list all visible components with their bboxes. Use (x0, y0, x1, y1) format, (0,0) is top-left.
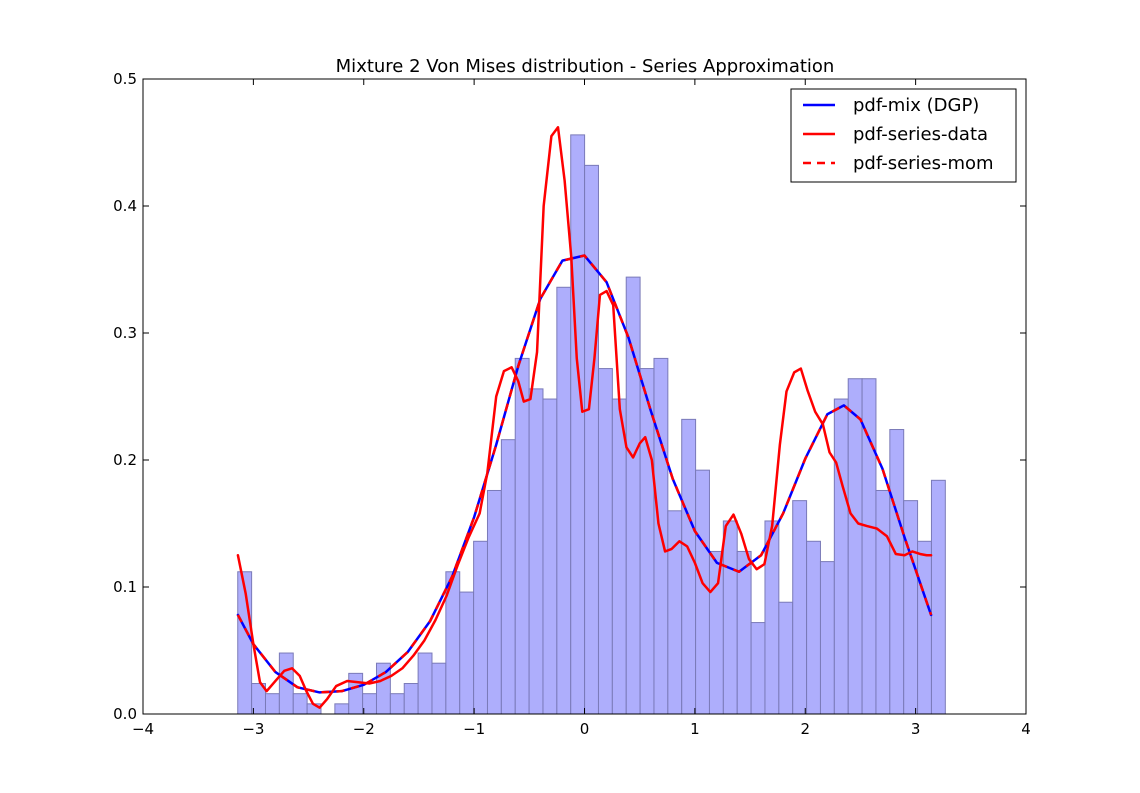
histogram-bar (778, 601, 794, 715)
histogram-bar (500, 439, 516, 715)
histogram-bars (237, 134, 946, 715)
histogram-bar (431, 662, 447, 715)
histogram-bar (847, 378, 863, 715)
histogram-bar (486, 489, 502, 715)
histogram-bar (833, 398, 849, 715)
x-tick-label: 0 (580, 720, 590, 738)
x-tick-label: −1 (463, 720, 485, 738)
histogram-bar (639, 368, 655, 715)
legend-label: pdf-mix (DGP) (853, 95, 979, 116)
histogram-bar (597, 368, 613, 715)
histogram-bar (930, 479, 946, 715)
y-axis: 0.0 0.1 0.2 0.3 0.4 0.5 (113, 70, 1026, 723)
histogram-bar (708, 550, 724, 715)
legend: pdf-mix (DGP) pdf-series-data pdf-series-m… (790, 88, 1017, 183)
histogram-bar (792, 500, 808, 715)
x-tick-label: 2 (800, 720, 810, 738)
y-tick-label: 0.1 (113, 578, 137, 596)
histogram-bar (334, 703, 350, 715)
histogram-bar (514, 357, 530, 715)
x-tick-label: 3 (911, 720, 921, 738)
histogram-bar (542, 398, 558, 715)
histogram-bar (556, 286, 572, 715)
histogram-bar (875, 489, 891, 715)
series-line-pdf-series-data (236, 126, 933, 709)
histogram-bar (819, 561, 835, 715)
y-tick-label: 0.0 (113, 705, 137, 723)
histogram-bar (362, 693, 377, 715)
histogram-bar (625, 276, 641, 715)
histogram-bar (889, 429, 905, 715)
histogram-bar (459, 591, 475, 715)
histogram-bar (917, 540, 932, 715)
histogram-bar (264, 693, 280, 715)
histogram-bar (611, 398, 627, 715)
x-tick-label: 4 (1021, 720, 1031, 738)
histogram-bar (750, 622, 766, 715)
histogram-bar (903, 500, 919, 715)
legend-label: pdf-series-mom (853, 153, 994, 174)
x-tick-label: −2 (353, 720, 375, 738)
histogram-bar (528, 388, 544, 715)
histogram-bar (292, 693, 308, 715)
x-tick-label: 1 (690, 720, 700, 738)
histogram-bar (348, 672, 364, 715)
histogram-bar (570, 134, 586, 715)
histogram-bar (722, 520, 738, 715)
histogram-bar (806, 540, 821, 715)
histogram-bar (417, 652, 433, 715)
histogram-bar (736, 550, 752, 715)
histogram-bar (584, 164, 599, 715)
histogram-bar (389, 693, 405, 715)
y-tick-label: 0.4 (113, 197, 137, 215)
legend-label: pdf-series-data (853, 124, 988, 145)
y-tick-label: 0.2 (113, 451, 137, 469)
histogram-bar (473, 540, 488, 715)
x-tick-label: −4 (132, 720, 154, 738)
y-tick-label: 0.5 (113, 70, 137, 88)
series-line-pdf-series-mom (236, 254, 933, 694)
y-tick-label: 0.3 (113, 324, 137, 342)
histogram-bar (681, 418, 697, 715)
histogram-bar (695, 469, 710, 715)
chart-title: Mixture 2 Von Mises distribution - Serie… (336, 56, 835, 77)
series-lines (236, 126, 933, 709)
x-axis: −4 −3 −2 −1 0 1 2 3 4 (132, 79, 1031, 738)
histogram-bar (403, 683, 419, 715)
x-tick-label: −3 (242, 720, 264, 738)
